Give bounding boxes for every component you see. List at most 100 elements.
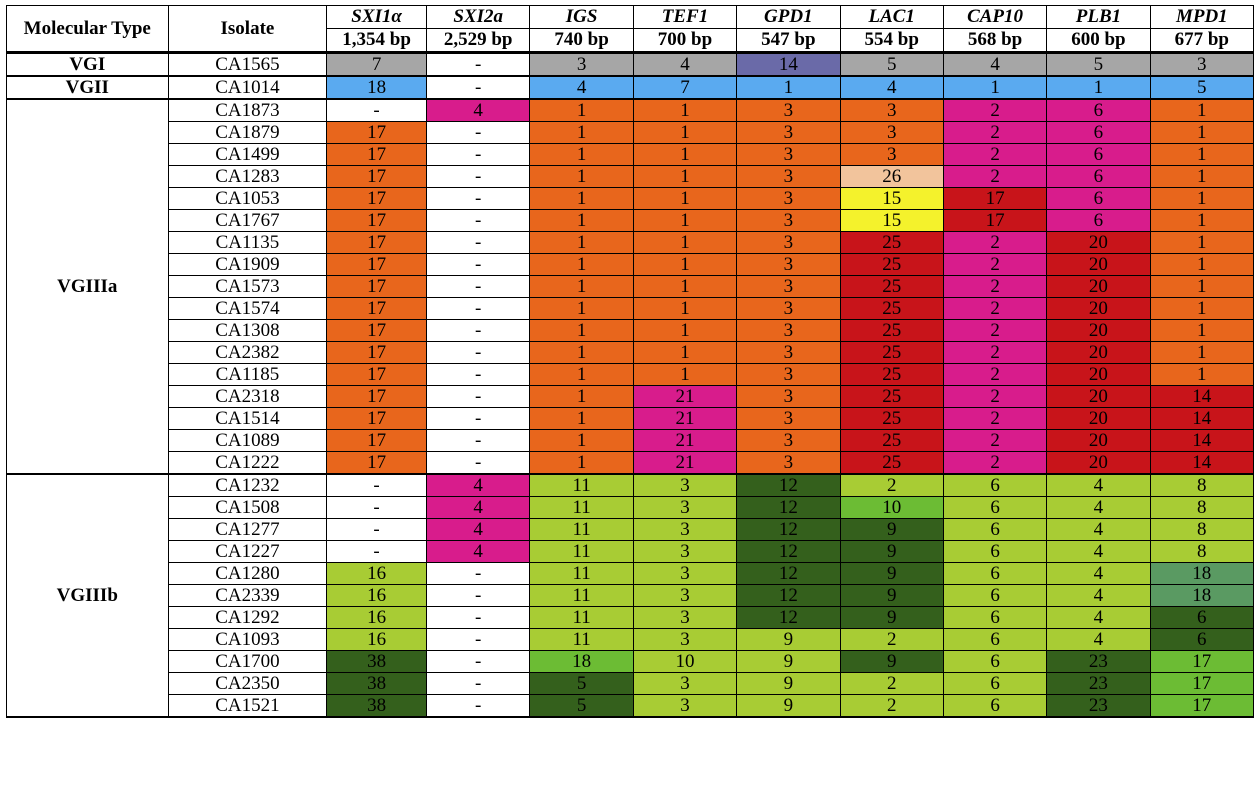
allele-cell: 17 <box>326 275 427 298</box>
allele-cell: 9 <box>839 584 944 607</box>
isolate-cell: CA1909 <box>167 253 328 276</box>
allele-cell: 12 <box>736 518 841 541</box>
table-row: VGIIIa CA1873-4 1 1 3 3 2 6 1 <box>6 98 1254 475</box>
allele-cell: 1 <box>942 75 1048 100</box>
allele-cell: 3 <box>632 496 738 519</box>
molecular-type-cell: VGIIIa <box>6 98 169 475</box>
allele-cell: 1 <box>632 363 738 386</box>
allele-cell: 1 <box>529 231 634 254</box>
allele-cell: 8 <box>1149 540 1254 563</box>
allele-cell: - <box>425 650 531 673</box>
isolate-cell: CA1135 <box>167 231 328 254</box>
allele-cell: 25 <box>839 451 944 475</box>
allele-cell: 3 <box>632 473 738 497</box>
allele-cell: 12 <box>736 540 841 563</box>
allele-cell: 20 <box>1046 275 1151 298</box>
allele-cell: 20 <box>1046 407 1151 430</box>
isolate-cell: CA1093 <box>167 628 328 651</box>
header-gene-1: SXI2a <box>425 5 531 29</box>
allele-cell: 1 <box>632 253 738 276</box>
allele-cell: 16 <box>326 562 427 585</box>
allele-cell: - <box>425 275 531 298</box>
allele-cell: 9 <box>839 540 944 563</box>
allele-cell: 17 <box>1149 672 1254 695</box>
allele-cell: 17 <box>326 231 427 254</box>
allele-cell: 1 <box>1149 121 1254 144</box>
allele-cell: 18 <box>1149 584 1254 607</box>
allele-cell: 1 <box>632 209 738 232</box>
allele-cell: 2 <box>942 143 1048 166</box>
allele-cell: 17 <box>326 187 427 210</box>
isolate-cell: CA1308 <box>167 319 328 342</box>
allele-cell: 3 <box>736 165 841 188</box>
allele-cell: 2 <box>942 231 1048 254</box>
allele-cell: - <box>425 584 531 607</box>
header-gene-size-1: 2,529 bp <box>425 28 531 54</box>
allele-cell: 12 <box>736 562 841 585</box>
allele-cell: 1 <box>632 121 738 144</box>
table-row: CA2339 16-11 3 12 9 6 4 18 <box>7 584 1254 607</box>
allele-cell: 1 <box>1149 253 1254 276</box>
allele-cell: 4 <box>942 52 1048 77</box>
allele-cell: 6 <box>942 628 1048 651</box>
allele-cell: 4 <box>425 518 531 541</box>
allele-cell: 18 <box>326 75 427 100</box>
allele-cell: 25 <box>839 385 944 408</box>
allele-cell: 11 <box>529 628 634 651</box>
allele-cell: 17 <box>326 209 427 232</box>
header-gene-size-4: 547 bp <box>736 28 841 54</box>
isolate-cell: CA1014 <box>167 75 328 100</box>
allele-cell: 17 <box>326 341 427 364</box>
allele-cell: 5 <box>529 672 634 695</box>
allele-cell: 1 <box>632 297 738 320</box>
allele-cell: 25 <box>839 231 944 254</box>
allele-cell: 20 <box>1046 363 1151 386</box>
allele-cell: 6 <box>942 540 1048 563</box>
allele-cell: 1 <box>529 253 634 276</box>
isolate-cell: CA1767 <box>167 209 328 232</box>
allele-cell: 1 <box>1149 98 1254 122</box>
allele-cell: 16 <box>326 584 427 607</box>
allele-cell: 20 <box>1046 319 1151 342</box>
allele-cell: 17 <box>326 297 427 320</box>
allele-cell: 1 <box>529 297 634 320</box>
allele-cell: 20 <box>1046 385 1151 408</box>
allele-cell: 21 <box>632 451 738 475</box>
allele-cell: 17 <box>326 165 427 188</box>
isolate-cell: CA2339 <box>167 584 328 607</box>
allele-cell: 17 <box>326 143 427 166</box>
allele-cell: 3 <box>736 429 841 452</box>
allele-cell: 4 <box>1046 473 1151 497</box>
molecular-type-cell: VGIIIb <box>6 473 169 718</box>
allele-cell: 12 <box>736 473 841 497</box>
allele-cell: 4 <box>529 75 634 100</box>
allele-cell: 3 <box>736 385 841 408</box>
allele-cell: - <box>425 143 531 166</box>
allele-cell: 1 <box>1149 319 1254 342</box>
allele-cell: 16 <box>326 628 427 651</box>
allele-cell: - <box>326 98 427 122</box>
allele-cell: 3 <box>632 584 738 607</box>
isolate-cell: CA1499 <box>167 143 328 166</box>
allele-cell: 25 <box>839 297 944 320</box>
allele-cell: 17 <box>1149 694 1254 718</box>
allele-cell: 3 <box>632 672 738 695</box>
allele-cell: 1 <box>1149 165 1254 188</box>
header-gene-3: TEF1 <box>632 5 738 29</box>
allele-cell: 1 <box>529 165 634 188</box>
allele-cell: 1 <box>1149 363 1254 386</box>
allele-cell: 38 <box>326 672 427 695</box>
isolate-cell: CA1514 <box>167 407 328 430</box>
allele-cell: 17 <box>326 407 427 430</box>
allele-cell: 4 <box>1046 628 1151 651</box>
allele-table: Molecular Type Isolate SXI1α SXI2a IGS TEF1 GP… <box>6 5 1254 718</box>
allele-cell: 1 <box>632 98 738 122</box>
allele-cell: 9 <box>736 694 841 718</box>
allele-cell: 8 <box>1149 518 1254 541</box>
table-row: CA1909 17-1 1 3 25 2 20 1 <box>7 253 1254 276</box>
allele-cell: - <box>425 209 531 232</box>
allele-cell: 6 <box>1046 98 1151 122</box>
allele-cell: 1 <box>529 275 634 298</box>
allele-cell: - <box>425 451 531 475</box>
allele-cell: - <box>425 606 531 629</box>
